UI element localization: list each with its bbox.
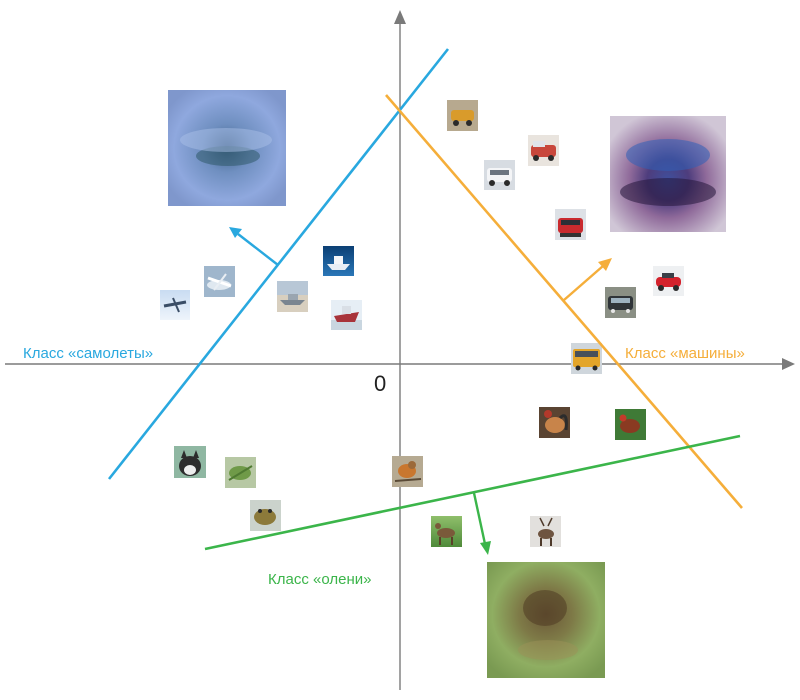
rooster-thumbnail-1	[539, 407, 570, 438]
frog-thumbnail-2	[250, 500, 281, 531]
deer-thumbnail-2	[530, 516, 561, 547]
car-thumbnail-1	[447, 100, 478, 131]
image-thumbnails	[160, 100, 684, 547]
ship-thumbnail-1	[277, 281, 308, 312]
y-axis-arrowhead	[394, 10, 406, 24]
car-class-prototype	[610, 116, 726, 232]
deer-decision-line	[204, 434, 741, 555]
car-thumbnail-6	[653, 266, 684, 296]
deer-normal-arrow	[472, 492, 487, 545]
deer-normal-arrowhead	[480, 541, 491, 555]
ship-thumbnail-2	[323, 246, 354, 276]
frog-thumbnail-1	[225, 457, 256, 488]
airplane-class-prototype	[168, 90, 286, 206]
axes: 0	[5, 10, 795, 690]
bus-thumbnail	[571, 343, 602, 374]
x-axis-arrowhead	[782, 358, 795, 370]
airplane-normal-arrowhead	[229, 227, 242, 238]
ship-thumbnail-3	[331, 300, 362, 330]
airplane-normal-arrow	[237, 233, 279, 266]
rooster-thumbnail-2	[615, 409, 646, 440]
car-normal-arrowhead	[598, 258, 612, 271]
car-thumbnail-5	[605, 287, 636, 318]
car-thumbnail-4	[555, 209, 586, 240]
airplane-thumbnail-1	[160, 290, 190, 320]
airplane-class-label: Класс «самолеты»	[23, 345, 153, 362]
bird-thumbnail	[392, 456, 423, 487]
origin-label: 0	[374, 371, 386, 396]
cat-thumbnail	[174, 446, 206, 478]
deer-class-label: Класс «олени»	[268, 571, 371, 588]
airplane-decision-line	[107, 48, 450, 480]
deer-thumbnail-1	[431, 516, 462, 547]
airplane-thumbnail-2	[204, 266, 235, 297]
deer-class-prototype	[487, 562, 605, 678]
car-class-label: Класс «машины»	[625, 345, 745, 362]
car-normal-arrow	[563, 265, 604, 301]
car-thumbnail-2	[528, 135, 559, 166]
car-thumbnail-3	[484, 160, 515, 190]
car-decision-line	[385, 94, 743, 509]
